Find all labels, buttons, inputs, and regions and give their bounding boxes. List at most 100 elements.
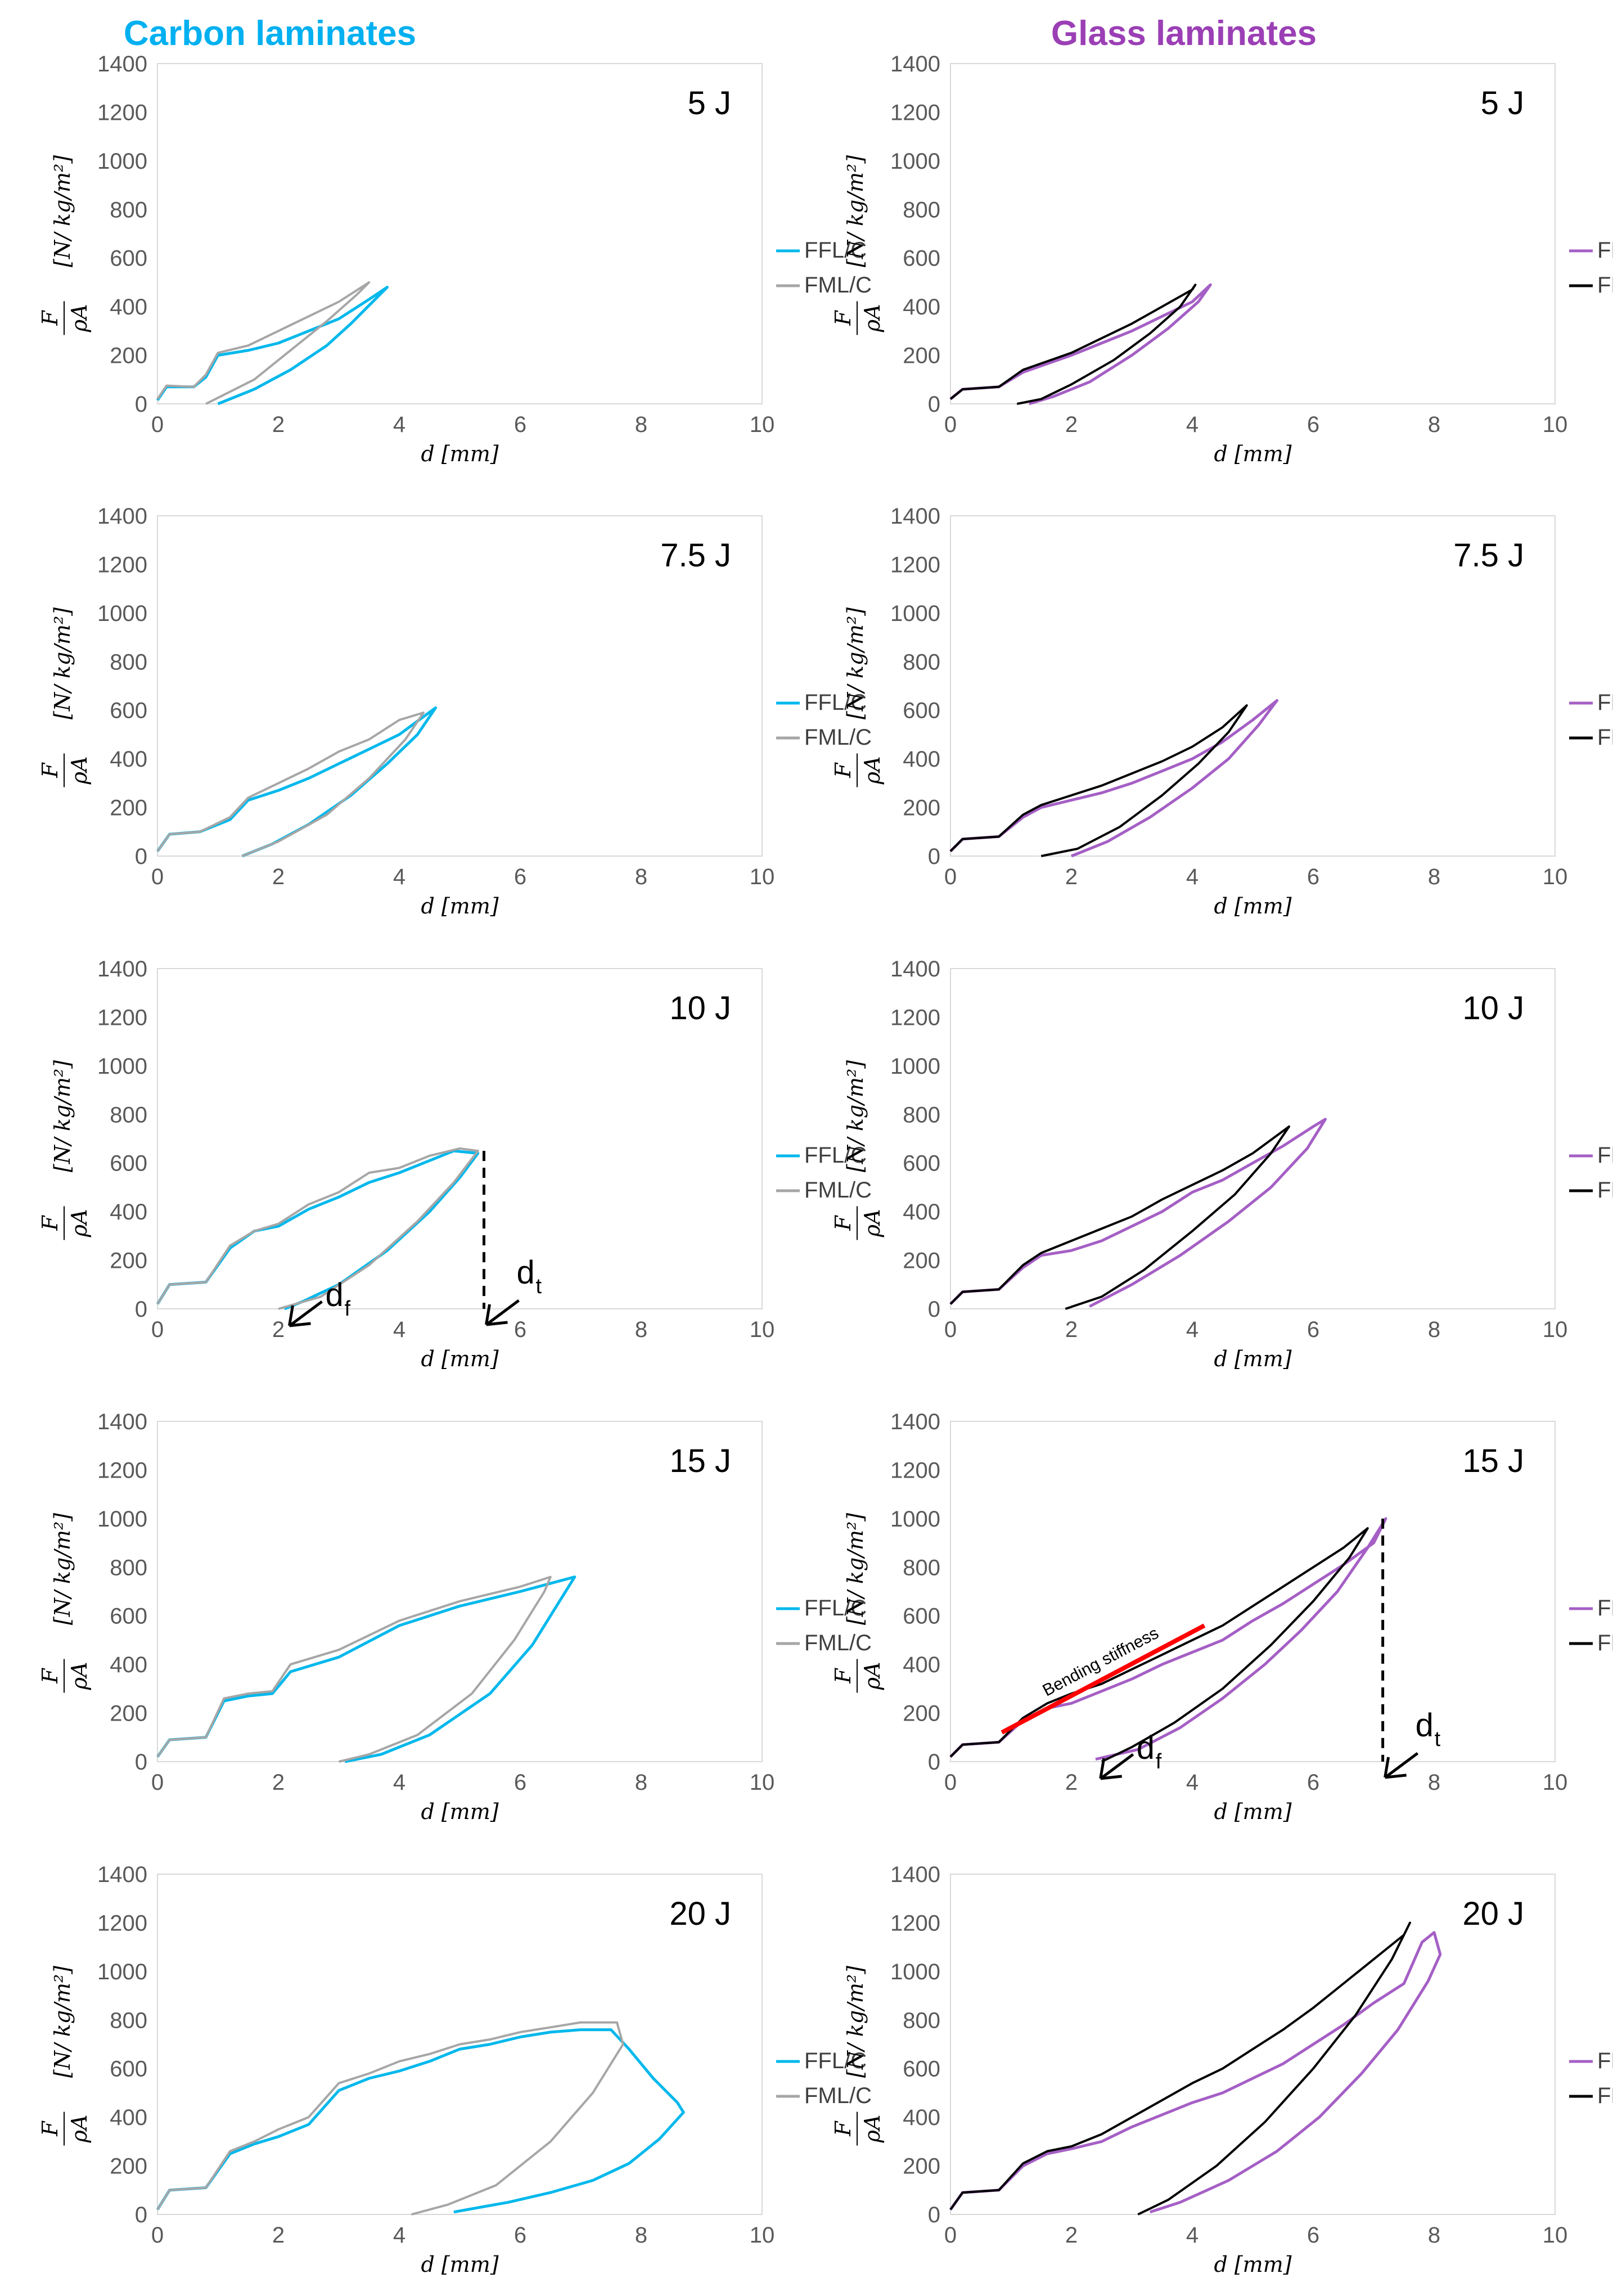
y-tick-label: 1200	[890, 1911, 940, 1935]
x-tick-label: 2	[1065, 865, 1078, 889]
series-line-FFL-G	[949, 699, 1278, 858]
y-tick-label: 1000	[97, 1960, 147, 1984]
y-tick-label: 400	[110, 1200, 147, 1224]
y-tick-label: 600	[903, 2057, 940, 2082]
y-tick-label: 600	[110, 246, 147, 271]
chart-panel-glass-7.5J: 0 200 400 600 800 1000 1200 1400 0 2 4 6 8 10 d [mm] F ρ…	[831, 504, 1613, 919]
y-tick-label: 200	[110, 1701, 147, 1726]
series-line-FML-G	[949, 704, 1248, 857]
y-tick-label: 1400	[890, 1410, 940, 1434]
x-axis-label: d [mm]	[1214, 894, 1291, 919]
series-line-FML-C	[156, 712, 425, 857]
x-tick-label: 4	[1186, 1770, 1199, 1795]
y-label-numerator: F	[831, 1215, 855, 1231]
plot-border	[950, 1874, 1556, 2215]
y-tick-label: 800	[110, 197, 147, 222]
y-tick-label: 800	[110, 2008, 147, 2033]
x-tick-label: 0	[944, 412, 957, 437]
y-label-numerator: F	[831, 1668, 855, 1684]
y-tick-label: 1000	[97, 149, 147, 174]
energy-label: 20 J	[1462, 1896, 1524, 1932]
x-tick-label: 10	[750, 1317, 775, 1342]
df-label: d	[326, 1277, 344, 1313]
plot-border	[157, 1421, 763, 1762]
x-axis-label: d [mm]	[1214, 1799, 1291, 1824]
legend-label-FML-C: FML/C	[804, 1178, 872, 1203]
legend-label-FML-C: FML/C	[804, 725, 872, 750]
series-line-FFL-C	[156, 2028, 685, 2214]
x-tick-label: 10	[750, 2223, 775, 2248]
x-tick-label: 2	[1065, 1317, 1078, 1342]
x-tick-label: 0	[151, 412, 164, 437]
x-axis-label: d [mm]	[421, 1799, 498, 1824]
series-line-FML-C	[156, 1575, 552, 1763]
series-line-FFL-G	[949, 283, 1212, 406]
x-tick-label: 4	[1186, 412, 1199, 437]
y-tick-label: 1400	[97, 1862, 147, 1887]
y-label-denominator: ρA	[67, 757, 92, 785]
df-subscript: f	[345, 1297, 351, 1321]
y-tick-label: 0	[135, 392, 147, 417]
y-tick-label: 600	[110, 2057, 147, 2082]
x-tick-label: 8	[635, 412, 647, 437]
x-axis-label: d [mm]	[421, 894, 498, 919]
x-tick-label: 10	[1543, 865, 1568, 889]
df-arrow-head	[1099, 1758, 1123, 1780]
y-label-denominator: ρA	[860, 1662, 885, 1691]
chart-panel-carbon-7.5J: 0 200 400 600 800 1000 1200 1400 0 2 4 6 8 10 d [mm] F ρ…	[38, 504, 872, 919]
legend-label-FFL-C: FFL/C	[804, 238, 867, 263]
y-tick-label: 1400	[97, 957, 147, 982]
legend-label-FFL-G: FFL/G	[1597, 690, 1613, 715]
legend-label-FML-C: FML/C	[804, 273, 872, 298]
legend-label-FFL-G: FFL/G	[1597, 2049, 1613, 2073]
energy-label: 20 J	[669, 1896, 731, 1932]
x-tick-label: 10	[1543, 2223, 1568, 2248]
x-tick-label: 6	[1307, 865, 1319, 889]
y-tick-label: 200	[903, 344, 940, 368]
y-tick-label: 1400	[890, 504, 940, 529]
y-tick-label: 800	[903, 1555, 940, 1580]
x-tick-label: 2	[272, 412, 285, 437]
y-label-unit: [N/ kg/m²]	[50, 607, 75, 719]
series-line-FML-G	[949, 1125, 1290, 1310]
dt-arrow-head	[1384, 1757, 1407, 1779]
y-tick-label: 0	[928, 1297, 940, 1322]
dt-arrow-head	[485, 1304, 508, 1326]
plot-border	[950, 968, 1556, 1309]
y-label-unit: [N/ kg/m²]	[50, 1966, 75, 2078]
x-tick-label: 6	[1307, 412, 1319, 437]
y-tick-label: 1400	[890, 957, 940, 982]
series-line-FFL-G	[949, 1118, 1327, 1308]
x-tick-label: 6	[514, 412, 526, 437]
y-tick-label: 600	[903, 246, 940, 271]
y-tick-label: 400	[110, 1653, 147, 1677]
y-label-numerator: F	[831, 762, 855, 778]
legend-label-FFL-C: FFL/C	[804, 1143, 867, 1168]
y-tick-label: 0	[135, 1750, 147, 1775]
series-line-FML-C	[156, 2021, 624, 2216]
y-label-denominator: ρA	[860, 757, 885, 785]
y-tick-label: 200	[903, 1701, 940, 1726]
x-tick-label: 0	[944, 1317, 957, 1342]
series-line-FFL-C	[156, 1575, 576, 1763]
y-label-numerator: F	[831, 2121, 855, 2137]
x-tick-label: 2	[1065, 2223, 1078, 2248]
x-tick-label: 6	[514, 1317, 526, 1342]
x-tick-label: 10	[1543, 1317, 1568, 1342]
x-tick-label: 0	[151, 1770, 164, 1795]
y-label-denominator: ρA	[67, 2115, 92, 2144]
y-tick-label: 1000	[97, 1054, 147, 1079]
y-tick-label: 1000	[890, 1054, 940, 1079]
y-label-unit: [N/ kg/m²]	[50, 155, 75, 267]
y-tick-label: 400	[110, 295, 147, 319]
y-label-denominator: ρA	[67, 1662, 92, 1691]
x-tick-label: 6	[1307, 2223, 1319, 2248]
y-tick-label: 1000	[890, 149, 940, 174]
df-subscript: f	[1156, 1750, 1162, 1773]
y-tick-label: 0	[928, 392, 940, 417]
y-tick-label: 1000	[97, 601, 147, 626]
legend-label-FFL-C: FFL/C	[804, 2049, 867, 2073]
